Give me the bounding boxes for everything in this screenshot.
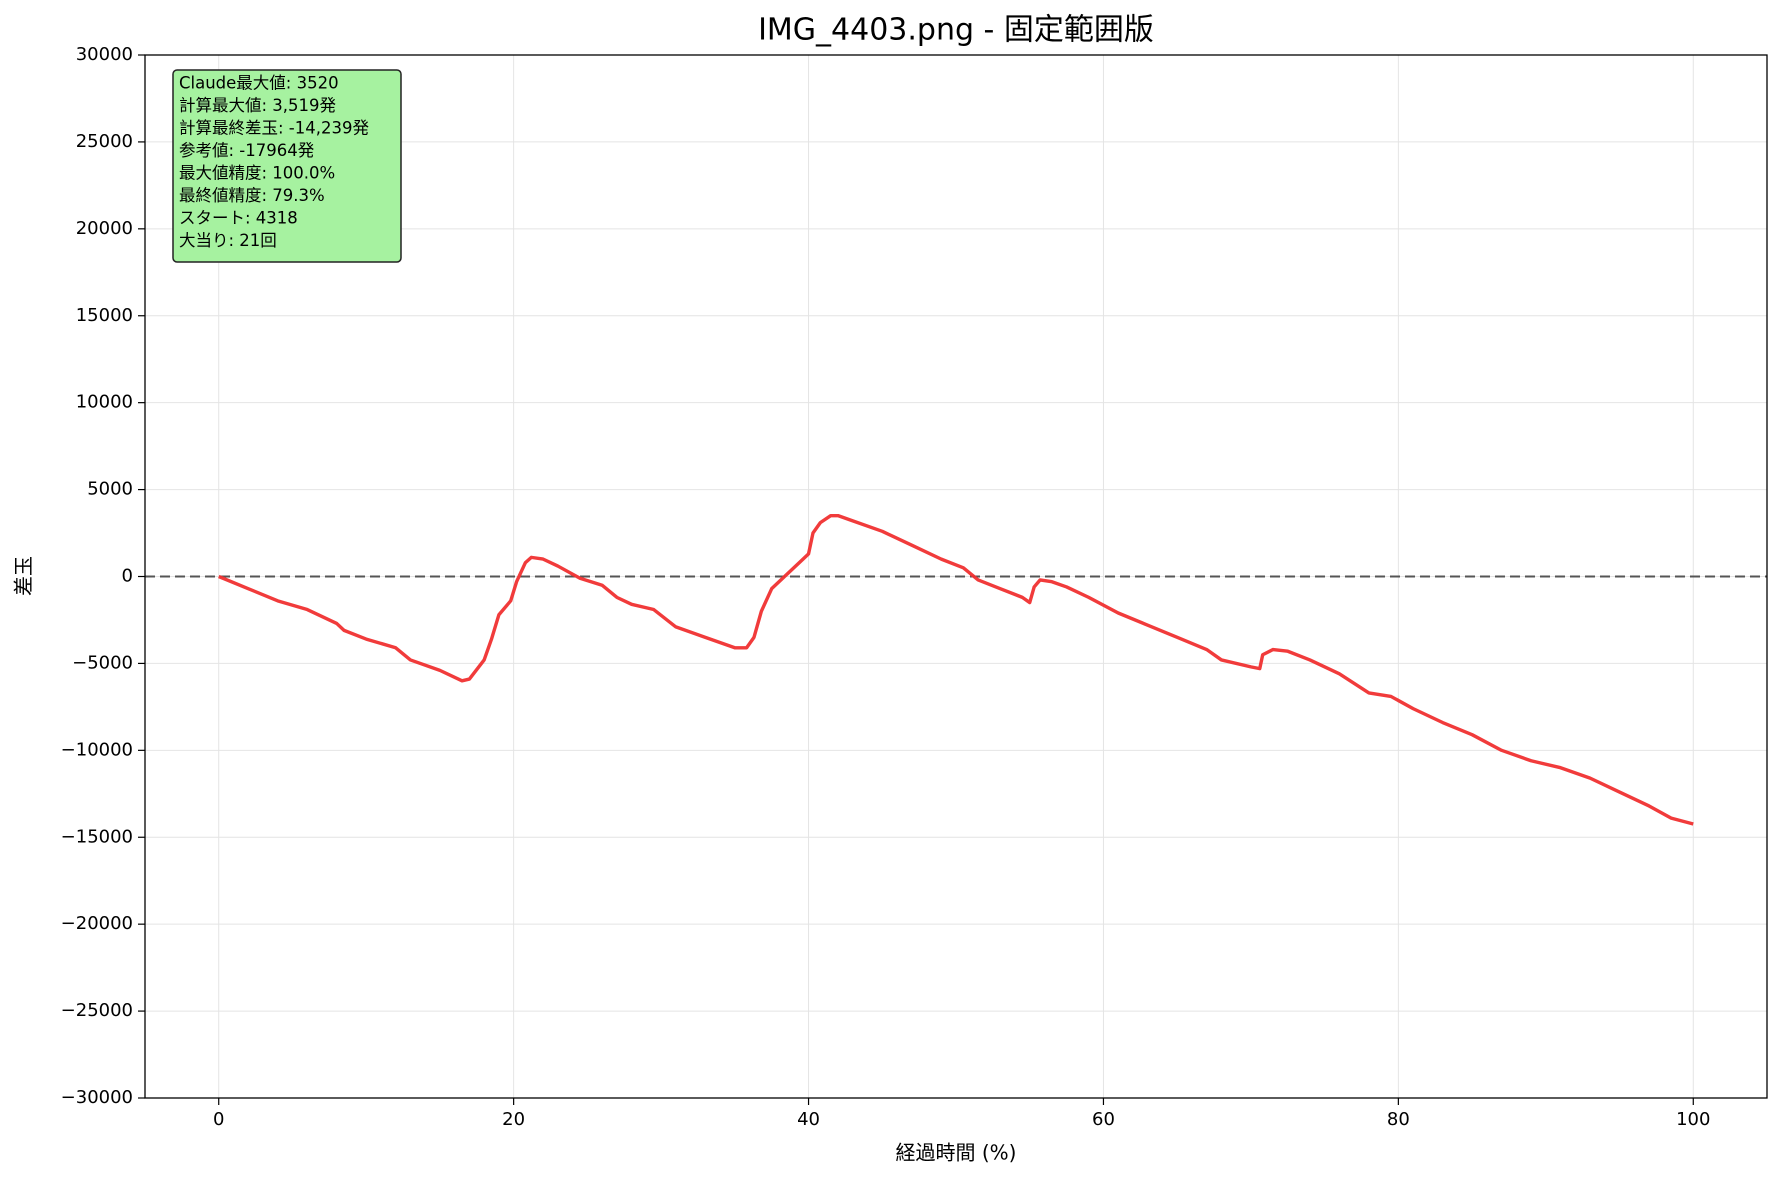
y-tick-label: 25000 (76, 131, 133, 152)
data-line (218, 513, 1694, 826)
y-tick-label: −15000 (61, 826, 133, 847)
annotation-line: 最大値精度: 100.0% (179, 164, 335, 183)
annotation-line: 計算最大値: 3,519発 (179, 96, 337, 115)
annotation-line: 参考値: -17964発 (179, 141, 315, 160)
x-tick-label: 80 (1387, 1109, 1410, 1130)
y-tick-label: 15000 (76, 305, 133, 326)
y-tick-label: 5000 (87, 479, 133, 500)
plot (145, 513, 1767, 826)
annotation-line: スタート: 4318 (179, 209, 298, 228)
y-tick-label: 10000 (76, 392, 133, 413)
y-tick-label: −5000 (72, 652, 133, 673)
y-axis-label: 差玉 (12, 556, 36, 596)
y-tick-label: −25000 (61, 1000, 133, 1021)
chart-title: IMG_4403.png - 固定範囲版 (758, 13, 1154, 48)
y-tick-label: −30000 (61, 1087, 133, 1108)
y-tick-label: −10000 (61, 739, 133, 760)
x-tick-label: 40 (797, 1109, 820, 1130)
annotation-line: 計算最終差玉: -14,239発 (179, 119, 369, 138)
annotation-line: 最終値精度: 79.3% (179, 186, 325, 205)
x-tick-label: 20 (502, 1109, 525, 1130)
x-tick-label: 0 (213, 1109, 224, 1130)
ticks: 0 20 40 60 80 100 −30000 −25000 −20000 −15000 −100… (61, 44, 1711, 1130)
x-tick-label: 60 (1092, 1109, 1115, 1130)
y-tick-label: 30000 (76, 44, 133, 65)
y-tick-label: 0 (122, 566, 133, 587)
y-tick-label: 20000 (76, 218, 133, 239)
annotation-line: Claude最大値: 3520 (179, 74, 339, 93)
annotation-line: 大当り: 21回 (179, 231, 277, 250)
y-tick-label: −20000 (61, 913, 133, 934)
x-tick-label: 100 (1676, 1109, 1710, 1130)
x-axis-label: 経過時間 (%) (896, 1141, 1017, 1165)
annotation-background (172, 69, 402, 263)
